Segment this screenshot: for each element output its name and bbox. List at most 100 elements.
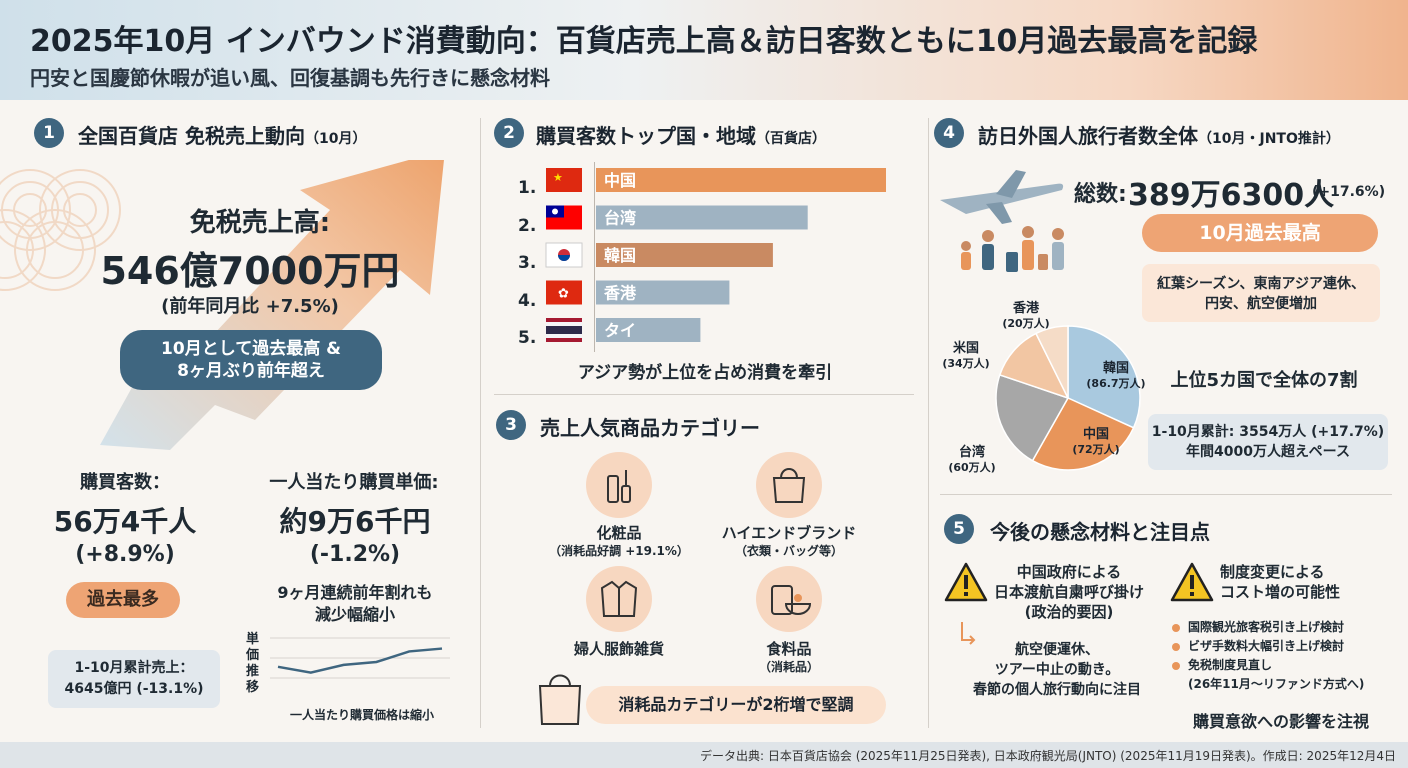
arrow-icon [961,622,976,645]
cat4-note: （消耗品） [758,660,819,674]
bar-label: 中国 [604,171,636,190]
header: 2025年10月 インバウンド消費動向：百貨店売上高＆訪日客数ともに10月過去最… [0,0,1408,100]
cumulative-sales-box: 1-10月累計売上： 4645億円 (-13.1%) [48,650,220,708]
pie-label: 香港 [1012,300,1040,316]
list-item: 免税制度見直し [1172,656,1398,675]
rank-2: 2. [518,215,537,236]
risk1-effect: 航空便運休、 ツアー中止の動き。 春節の個人旅行動向に注目 [973,642,1141,698]
buyers-record-badge: 過去最多 [66,582,180,618]
pie-slice [995,373,1070,462]
thailand-flag-icon [546,318,582,342]
section5-number: 5 [944,514,974,544]
svg-text:★: ★ [553,171,563,184]
travelers-illustration [940,170,1064,272]
shopping-bag-icon [538,674,582,725]
bar [596,205,808,230]
handbag-icon [756,452,822,518]
section4-number: 4 [934,118,964,148]
rank-column: 1. 2. 3. 4. 5. [518,170,536,358]
mini-chart-caption: 一人当たり購買価格は縮小 [289,708,434,722]
top-countries-caption: アジア勢が上位を占め消費を牽引 [577,363,833,383]
rank-1: 1. [518,178,537,198]
family-travelers-icon [961,226,1064,272]
cat1-note: （消耗品好調 +19.1%） [549,544,689,558]
rank-5: 5. [518,328,537,348]
page-title: 2025年10月 インバウンド消費動向：百貨店売上高＆訪日客数ともに10月過去最… [30,24,1258,59]
cat2-label: ハイエンドブランド [721,524,857,542]
taiwan-flag-icon [546,205,582,230]
buyers-yoy: (+8.9%) [75,542,175,567]
unit-price-trend-chart [270,637,450,679]
list-item: ビザ手数料大幅引き上げ検討 [1172,637,1398,656]
visitors-cumulative-box: 1-10月累計: 3554万人 (+17.7%) 年間4000万人超えペース [1148,414,1388,470]
cosmetics-icon [586,452,652,518]
section-divider-2-3 [494,394,914,395]
visitors-pie-chart: 韓国(86.7万人) 中国(72万人) 台湾(60万人) 米国(34万人) 香港(20万… [942,300,1145,474]
total-yoy: (+17.6%) [1312,184,1386,200]
unit-price-label: 一人当たり購買単価: [269,472,439,493]
pie-slice [1034,325,1069,399]
unit-price-yoy: (-1.2%) [309,542,401,567]
growth-factors-box: 紅葉シーズン、東南アジア連休、 円安、航空便増加 [1142,264,1380,322]
bar [596,280,730,305]
unit-price-note: 9ヶ月連続前年割れも 減少幅縮小 [277,583,433,624]
risk2-sub: (26年11月〜リファンド方式へ) [1188,677,1365,691]
section3-title: 売上人気商品カテゴリー [540,416,760,440]
consumables-banner: 消耗品カテゴリーが2桁増で堅調 [586,686,886,724]
footer: データ出典: 日本百貨店協会 (2025年11月25日発表), 日本政府観光局(… [0,742,1408,768]
bar-label: 韓国 [604,246,636,265]
mini-chart-ylabel: 単価推移 [246,632,260,695]
section1-title: 全国百貨店 免税売上動向（10月） [78,124,367,148]
source-note: データ出典: 日本百貨店協会 (2025年11月25日発表), 日本政府観光局(… [700,749,1396,763]
bar-axis-line [594,162,595,352]
unit-price-value: 約9万6千円 [279,505,431,538]
hongkong-flag-icon: ✿ [546,280,582,305]
buyers-value: 56万4千人 [53,505,197,538]
section-divider-4-5 [940,494,1392,495]
risk2-list: 国際観光旅客税引き上げ検討 ビザ手数料大幅引き上げ検討 免税制度見直し (26年… [1172,618,1398,694]
pie-slice [1067,325,1141,429]
rank-4: 4. [518,290,537,311]
pie-slice [1031,397,1135,471]
airplane-icon [940,170,1064,224]
conclusion: 購買意欲への影響を注視 [1192,712,1369,731]
rank-3: 3. [518,253,537,273]
wave-pattern [0,169,121,291]
pie-label: 米国 [953,340,979,356]
section5-title: 今後の懸念材料と注目点 [990,520,1210,544]
bar-label: 台湾 [604,209,636,228]
list-item: 国際観光旅客税引き上げ検討 [1172,618,1398,637]
cat3-label: 婦人服飾雑貨 [573,640,664,658]
buyers-label: 購買客数： [80,472,170,493]
country-flags: ★ ✿ [545,168,583,342]
svg-text:✿: ✿ [558,287,569,302]
korea-flag-icon [545,242,583,268]
cat2-note: （衣類・バッグ等） [734,544,843,558]
section2-title: 購買客数トップ国・地域（百貨店） [536,124,826,148]
page-subtitle: 円安と国慶節休暇が追い風、回復基調も先行きに懸念材料 [30,66,550,90]
pie-value-label: (86.7万人) [1086,376,1145,390]
trend-line [277,647,443,674]
warning-icon [944,562,988,602]
pie-value-label: (20万人) [1002,316,1049,330]
sales-yoy: (前年同月比 +7.5%) [161,296,339,317]
section1-number: 1 [34,118,64,148]
risk2-title: 制度変更による コスト増の可能性 [1220,563,1341,601]
bar [596,168,886,192]
column-divider-right [928,118,929,728]
sales-label: 免税売上高: [189,208,331,238]
column-divider-left [480,118,481,728]
coat-icon [586,566,652,632]
pie-value-label: (60万人) [948,460,995,474]
bar [596,243,773,267]
total-label: 総数: [1074,182,1127,207]
section3-number: 3 [496,410,526,440]
food-icon [756,566,822,632]
pie-label: 台湾 [959,444,985,460]
warning-icon [1170,562,1214,602]
pie-label: 韓国 [1103,360,1129,376]
section2-number: 2 [494,118,524,148]
pie-label: 中国 [1083,426,1109,442]
sales-value: 546億7000万円 [100,249,400,293]
